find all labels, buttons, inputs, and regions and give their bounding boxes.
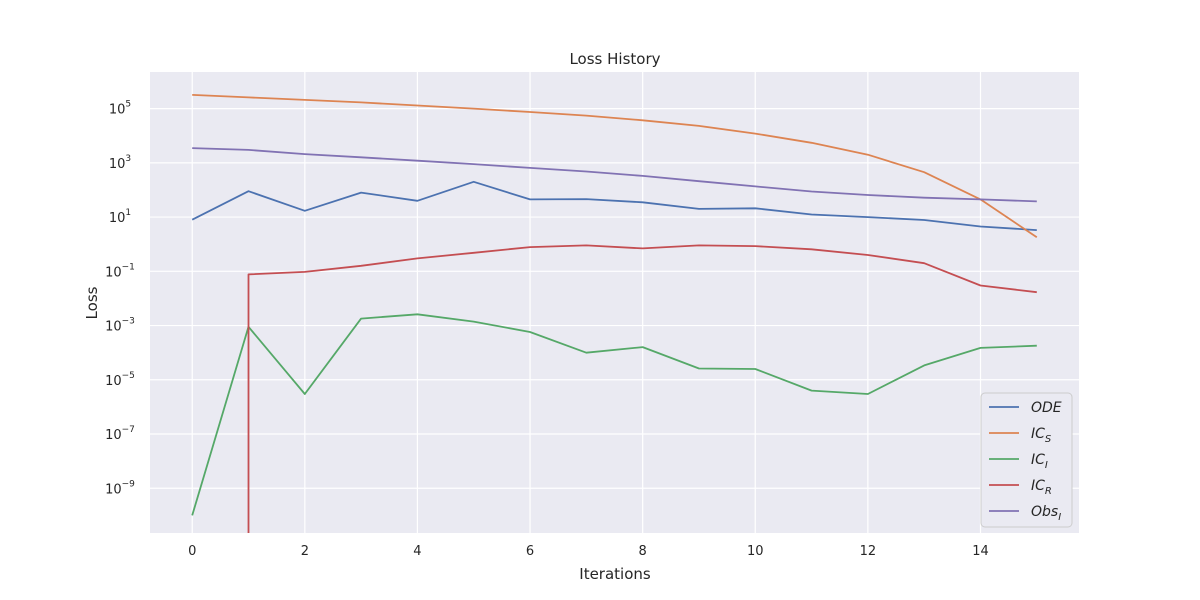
y-tick-base: 10 <box>109 157 126 172</box>
legend-label-main: ODE <box>1031 400 1062 416</box>
y-tick-base: 10 <box>105 482 122 497</box>
series-line-ic-i <box>191 313 1037 516</box>
x-axis-label: Iterations <box>579 565 651 583</box>
x-axis-ticks: 0 2 4 6 8 10 12 14 <box>188 544 989 559</box>
y-tick-base: 10 <box>109 103 126 118</box>
legend-label-main: IC <box>1031 478 1045 494</box>
y-tick-exponent: 1 <box>125 208 131 218</box>
series-line-obs-i <box>192 147 1037 203</box>
series-layer <box>191 94 1038 533</box>
legend-label-sub: R <box>1045 486 1052 497</box>
legend-label-main: IC <box>1031 452 1045 468</box>
series-line-ic-r <box>247 244 1037 533</box>
y-tick-label: 10−3 <box>105 317 135 335</box>
legend-label: ODE <box>1031 400 1062 416</box>
x-tick-label: 10 <box>747 544 764 559</box>
series-line-ic-s <box>192 94 1038 239</box>
y-tick-base: 10 <box>105 374 122 389</box>
y-tick-exponent: −3 <box>122 317 135 327</box>
y-tick-label: 10−7 <box>105 425 135 443</box>
y-tick-exponent: −9 <box>122 479 136 489</box>
legend-label: ICS <box>1031 426 1052 445</box>
y-tick-exponent: −7 <box>122 425 135 435</box>
x-tick-label: 12 <box>860 544 877 559</box>
legend-label-sub: I <box>1045 460 1048 471</box>
y-tick-base: 10 <box>105 428 122 443</box>
y-tick-exponent: 3 <box>125 154 131 164</box>
x-tick-label: 4 <box>413 544 421 559</box>
legend-label: ICR <box>1031 478 1052 497</box>
legend-box <box>980 392 1073 528</box>
x-tick-label: 6 <box>526 544 534 559</box>
y-tick-label: 10−9 <box>105 479 135 497</box>
legend-label-main: IC <box>1031 426 1045 442</box>
y-tick-label: 10−5 <box>105 371 135 389</box>
plot-area <box>150 72 1079 533</box>
y-tick-exponent: 5 <box>125 100 131 110</box>
chart-title: Loss History <box>569 50 660 68</box>
x-tick-label: 0 <box>188 544 196 559</box>
y-tick-label: 105 <box>109 100 131 118</box>
series-line-ode <box>191 180 1037 231</box>
x-tick-label: 14 <box>972 544 989 559</box>
legend-label-sub: I <box>1058 512 1061 523</box>
y-tick-base: 10 <box>105 320 122 335</box>
x-tick-label: 2 <box>301 544 309 559</box>
y-tick-label: 101 <box>109 208 131 226</box>
y-tick-label: 103 <box>109 154 131 172</box>
legend-label: ObsI <box>1031 504 1061 523</box>
y-tick-base: 10 <box>105 265 122 280</box>
y-axis-label: Loss <box>83 286 101 319</box>
legend-label-sub: S <box>1045 434 1052 445</box>
legend-label: ICI <box>1031 452 1048 471</box>
y-tick-label: 10−1 <box>105 262 135 280</box>
legend-label-main: Obs <box>1031 504 1058 520</box>
y-tick-base: 10 <box>109 211 126 226</box>
y-tick-exponent: −1 <box>122 262 135 272</box>
y-tick-exponent: −5 <box>122 371 135 381</box>
x-tick-label: 8 <box>639 544 647 559</box>
